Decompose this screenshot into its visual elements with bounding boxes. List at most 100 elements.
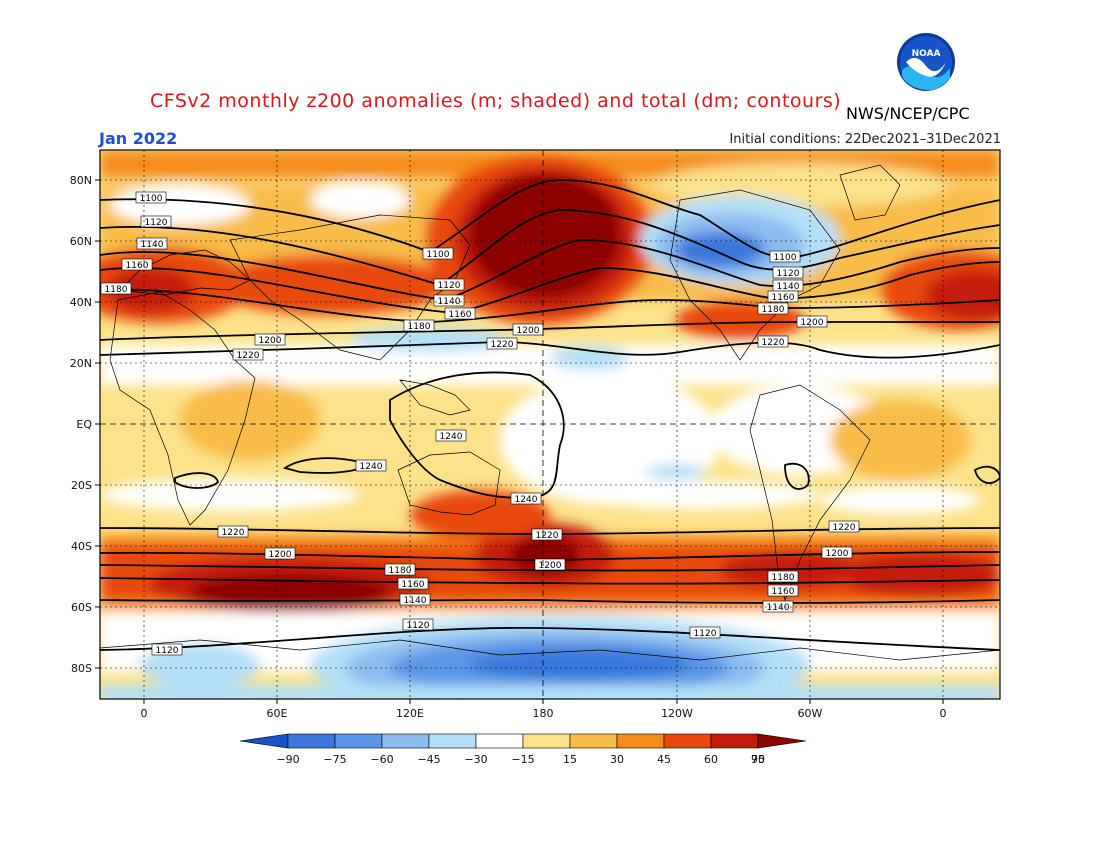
contour-label: 1160 — [397, 577, 429, 590]
colorbar-arrow-high — [757, 733, 807, 749]
contour-label: 1180 — [757, 302, 789, 315]
coastlines — [100, 164, 1000, 661]
svg-text:1180: 1180 — [772, 573, 795, 583]
lat-label: 80N — [70, 174, 92, 187]
contour-label: 1200 — [254, 333, 286, 346]
initial-conditions-label: Initial conditions: 22Dec2021–31Dec2021 — [729, 132, 1001, 147]
lat-label: EQ — [76, 418, 92, 431]
contour-label: 1220 — [828, 520, 860, 533]
lon-label: 0 — [940, 707, 947, 720]
lat-labels: 80N 60N 40N 20N EQ 20S 40S 60S 80S — [70, 174, 93, 675]
contour-labels: 1100 1100 1100 1120 1120 1120 1140 1140 … — [100, 191, 860, 656]
contour-label: 1200 — [534, 558, 566, 571]
svg-text:1100: 1100 — [427, 250, 450, 260]
lat-label: 40N — [70, 296, 92, 309]
svg-text:1120: 1120 — [156, 646, 179, 656]
reference-lines — [100, 150, 1000, 699]
contour-1160 — [100, 261, 1000, 314]
noaa-logo-text: NOAA — [912, 49, 941, 59]
svg-text:1100: 1100 — [774, 253, 797, 263]
contour-label: 1200 — [796, 315, 828, 328]
lon-label: 0 — [141, 707, 148, 720]
colorbar-arrow-low — [239, 733, 289, 749]
svg-text:1220: 1220 — [222, 528, 245, 538]
contour-label: 1220 — [232, 348, 264, 361]
contour-label: 1100 — [135, 191, 167, 204]
contour-1140-sh — [100, 599, 1000, 604]
svg-text:1240: 1240 — [515, 495, 538, 505]
contour-label: 1180 — [767, 570, 799, 583]
svg-text:1140: 1140 — [767, 603, 790, 613]
contour-label: 1240 — [510, 492, 542, 505]
contour-label: 1160 — [121, 258, 153, 271]
svg-text:1120: 1120 — [777, 269, 800, 279]
contour-label: 1120 — [689, 626, 721, 639]
svg-text:1200: 1200 — [259, 336, 282, 346]
contour-label: 1100 — [769, 250, 801, 263]
colorbar-label: 45 — [657, 753, 671, 766]
contour-label: 1200 — [264, 547, 296, 560]
contour-label: 1140 — [399, 593, 431, 606]
colorbar-swatch — [428, 733, 477, 749]
colorbar-label: 90 — [751, 753, 765, 766]
gridlines — [100, 150, 1000, 699]
svg-text:1160: 1160 — [402, 580, 425, 590]
svg-text:1140: 1140 — [438, 297, 461, 307]
colorbar-label: 60 — [704, 753, 718, 766]
contour-label: 1160 — [444, 307, 476, 320]
contour-1240-d — [784, 462, 810, 490]
svg-text:1180: 1180 — [762, 305, 785, 315]
svg-text:1180: 1180 — [389, 566, 412, 576]
colorbar-swatch — [569, 733, 618, 749]
svg-text:1200: 1200 — [269, 550, 292, 560]
colorbar-label: 75 — [751, 753, 765, 766]
colorbar-swatch — [710, 733, 759, 749]
colorbar-label: −45 — [417, 753, 440, 766]
contour-1100 — [100, 179, 1000, 259]
colorbar-swatch — [287, 733, 336, 749]
svg-text:1200: 1200 — [826, 549, 849, 559]
lon-label: 120E — [396, 707, 424, 720]
contour-label: 1220 — [217, 525, 249, 538]
svg-text:1220: 1220 — [491, 340, 514, 350]
svg-text:1120: 1120 — [694, 629, 717, 639]
svg-text:1200: 1200 — [801, 318, 824, 328]
svg-text:1140: 1140 — [141, 240, 164, 250]
lat-label: 20N — [70, 357, 92, 370]
svg-text:1160: 1160 — [772, 587, 795, 597]
colorbar-swatch — [334, 733, 383, 749]
contour-label: 1120 — [402, 618, 434, 631]
svg-text:1220: 1220 — [762, 338, 785, 348]
svg-text:1120: 1120 — [438, 281, 461, 291]
colorbar-swatch — [616, 733, 665, 749]
contour-label: 1140 — [762, 600, 794, 613]
shaded-anomalies — [100, 150, 1000, 699]
lat-label: 60S — [71, 601, 92, 614]
svg-text:1240: 1240 — [360, 462, 383, 472]
lon-label: 60W — [798, 707, 823, 720]
contour-1240-e — [973, 465, 1000, 484]
contour-label: 1180 — [384, 563, 416, 576]
contour-label: 1160 — [767, 290, 799, 303]
lon-label: 120W — [661, 707, 693, 720]
svg-text:1180: 1180 — [408, 322, 431, 332]
contour-label: 1120 — [772, 266, 804, 279]
contour-1120-sh — [100, 626, 1000, 651]
contour-label: 1120 — [433, 278, 465, 291]
lat-label: 80S — [71, 662, 92, 675]
lat-label: 60N — [70, 235, 92, 248]
noaa-logo-icon: NOAA — [897, 33, 955, 91]
contour-label: 1120 — [140, 215, 172, 228]
svg-text:1120: 1120 — [145, 218, 168, 228]
contour-label: 1140 — [433, 294, 465, 307]
contour-label: 1160 — [767, 584, 799, 597]
svg-text:1220: 1220 — [237, 351, 260, 361]
lon-label: 180 — [533, 707, 554, 720]
colorbar-label: −30 — [464, 753, 487, 766]
colorbar-swatch — [381, 733, 430, 749]
map-title: CFSv2 monthly z200 anomalies (m; shaded)… — [150, 90, 842, 112]
colorbar-swatch — [663, 733, 712, 749]
contour-label: 1200 — [821, 546, 853, 559]
colorbar-swatch — [475, 733, 524, 749]
